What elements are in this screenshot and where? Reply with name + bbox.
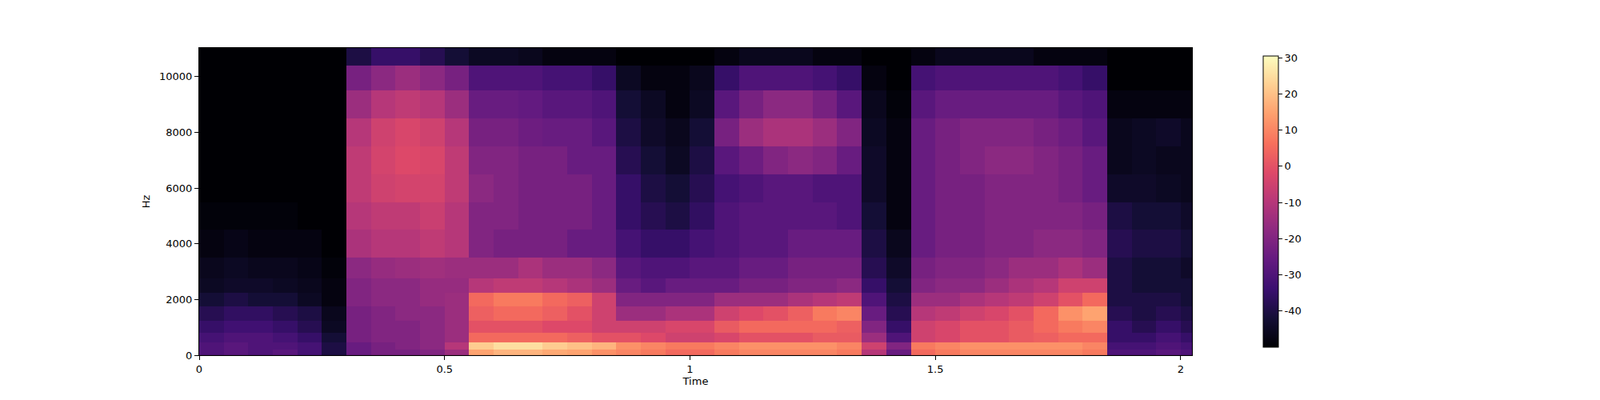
svg-text:-30: -30 [1284, 268, 1302, 281]
svg-text:0: 0 [185, 349, 192, 362]
svg-text:2: 2 [1177, 363, 1184, 376]
svg-text:10000: 10000 [159, 70, 192, 83]
svg-text:Hz: Hz [140, 195, 152, 209]
svg-text:Time: Time [682, 375, 709, 388]
svg-text:1: 1 [686, 363, 693, 376]
svg-text:2000: 2000 [165, 293, 192, 306]
svg-text:-40: -40 [1284, 304, 1302, 317]
svg-text:20: 20 [1284, 88, 1299, 100]
svg-text:-20: -20 [1284, 232, 1302, 245]
svg-text:0.5: 0.5 [436, 363, 453, 376]
svg-text:-10: -10 [1284, 196, 1302, 209]
svg-text:0: 0 [196, 363, 203, 376]
svg-text:8000: 8000 [165, 126, 192, 139]
svg-text:10: 10 [1284, 124, 1299, 136]
svg-text:6000: 6000 [165, 182, 192, 195]
svg-text:4000: 4000 [165, 237, 192, 250]
svg-text:1.5: 1.5 [927, 363, 944, 376]
svg-text:0: 0 [1284, 160, 1292, 172]
svg-text:30: 30 [1284, 52, 1299, 64]
